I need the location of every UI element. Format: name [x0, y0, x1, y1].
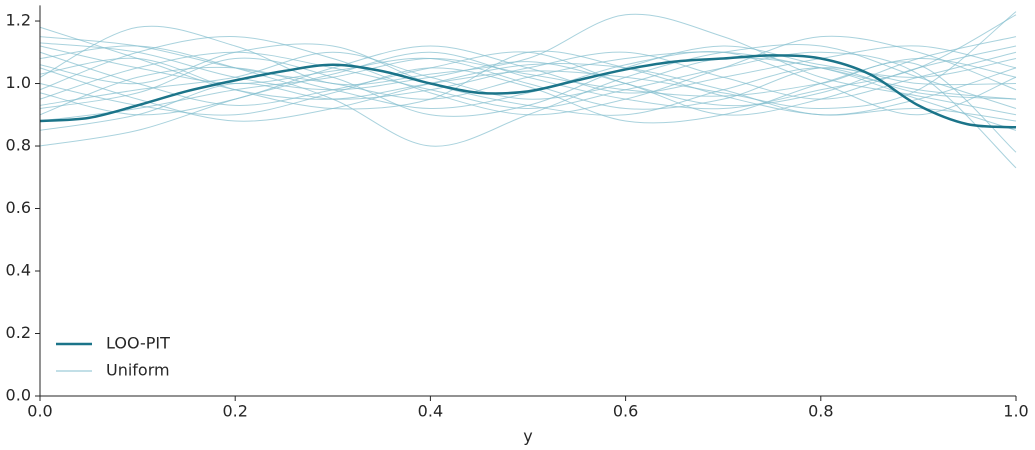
y-tick-label: 1.2: [6, 11, 31, 30]
uniform-line: [39, 51, 1017, 131]
uniform-line: [39, 14, 1017, 147]
x-tick-label: 0.0: [27, 402, 52, 421]
x-tick-label: 1.0: [1003, 402, 1028, 421]
y-tick-label: 0.6: [6, 198, 31, 217]
legend-label: LOO-PIT: [106, 334, 170, 353]
x-tick-label: 0.6: [613, 402, 638, 421]
x-tick-label: 0.2: [222, 402, 247, 421]
loo-pit-line: [39, 54, 1017, 129]
y-tick-label: 0.2: [6, 323, 31, 342]
x-tick-label: 0.8: [808, 402, 833, 421]
uniform-line: [39, 42, 1017, 116]
y-tick-label: 0.4: [6, 261, 31, 280]
uniform-line: [39, 51, 1017, 169]
x-tick-label: 0.4: [418, 402, 443, 421]
y-tick-label: 1.0: [6, 73, 31, 92]
uniform-line: [39, 50, 1017, 122]
uniform-line: [39, 45, 1017, 110]
uniform-line: [39, 43, 1017, 116]
uniform-line: [39, 44, 1017, 147]
uniform-line: [39, 51, 1017, 116]
y-tick-label: 0.8: [6, 136, 31, 155]
y-tick-label: 0.0: [6, 386, 31, 405]
legend-label: Uniform: [106, 361, 170, 380]
uniform-line: [39, 11, 1017, 110]
x-axis-label: y: [523, 427, 532, 446]
uniform-line: [39, 45, 1017, 116]
uniform-line: [39, 13, 1017, 116]
